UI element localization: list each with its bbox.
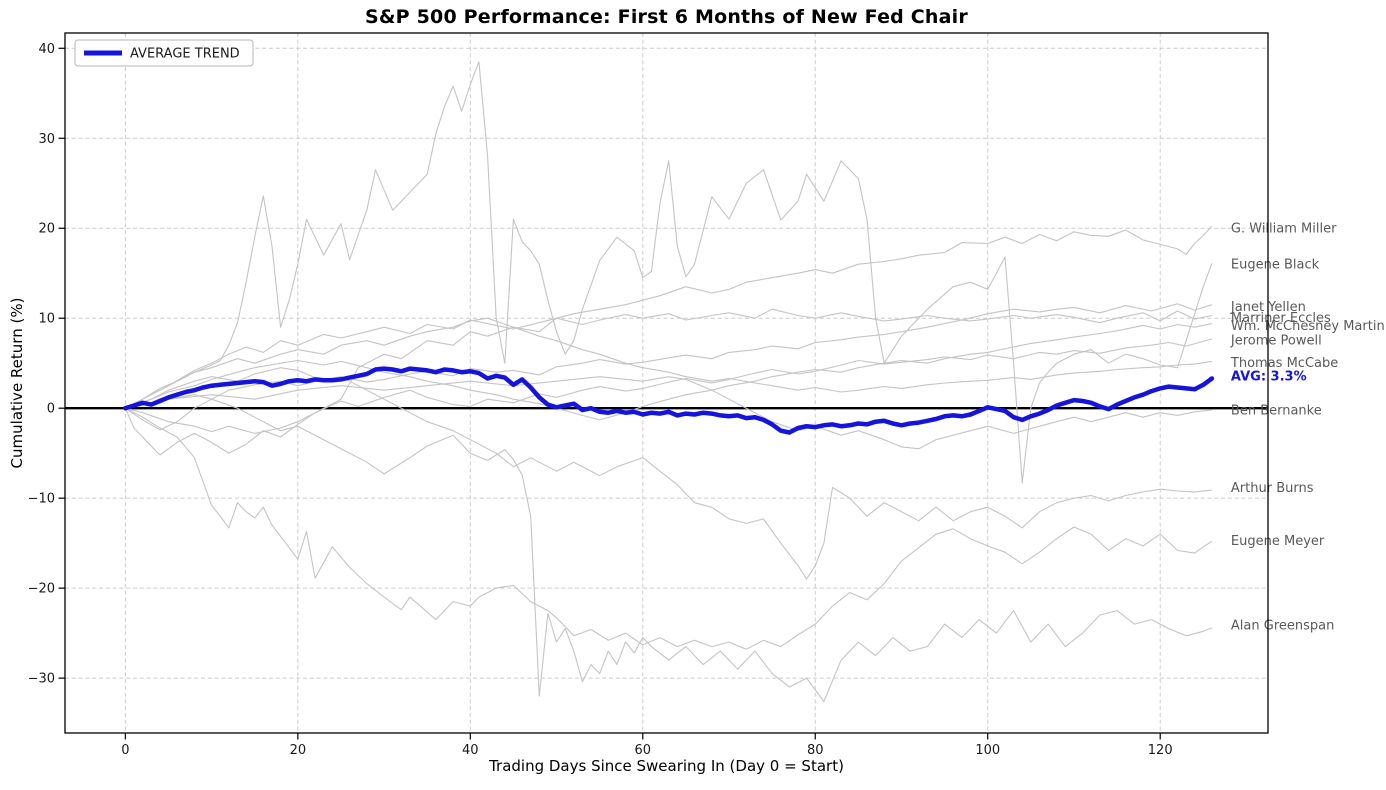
x-tick-label: 20 bbox=[290, 743, 307, 758]
plot-border bbox=[64, 32, 1269, 734]
series-line-g-william-miller bbox=[125, 226, 1213, 434]
series-end-label-eugene-black: Eugene Black bbox=[1231, 258, 1320, 273]
x-tick-label: 100 bbox=[975, 743, 1000, 758]
series-line-eugene-meyer bbox=[125, 407, 1213, 650]
series-end-label-marriner-eccles: Marriner Eccles bbox=[1231, 311, 1331, 326]
y-tick-label: −20 bbox=[28, 582, 55, 597]
series-end-label-eugene-meyer: Eugene Meyer bbox=[1231, 534, 1325, 549]
series-end-label-alan-greenspan: Alan Greenspan bbox=[1231, 619, 1334, 634]
y-tick-label: 20 bbox=[38, 222, 55, 237]
series-line-jerome-powell bbox=[124, 338, 1213, 456]
series-end-label-arthur-burns: Arthur Burns bbox=[1231, 481, 1314, 496]
x-tick-label: 0 bbox=[121, 743, 129, 758]
legend-label: AVERAGE TREND bbox=[130, 47, 240, 62]
y-tick-label: −30 bbox=[28, 672, 55, 687]
average-trend-line bbox=[123, 366, 1215, 435]
x-tick-label: 120 bbox=[1148, 743, 1173, 758]
x-tick-label: 80 bbox=[807, 743, 824, 758]
series-line-wm-mcchesney-martin bbox=[125, 323, 1213, 421]
series-line-thomas-mccabe bbox=[125, 317, 1212, 409]
x-tick-label: 40 bbox=[462, 743, 479, 758]
y-tick-label: 10 bbox=[38, 312, 55, 327]
series-end-label-wm-mcchesney-martin: Wm. McChesney Martin bbox=[1231, 319, 1385, 334]
y-tick-label: −10 bbox=[28, 492, 55, 507]
series-line-alan-greenspan bbox=[125, 394, 1213, 703]
series-line-eugene-black bbox=[125, 61, 1213, 484]
series-line-marriner-eccles bbox=[125, 308, 1213, 409]
y-tick-label: 30 bbox=[38, 132, 55, 147]
legend-box bbox=[74, 39, 254, 67]
x-tick-label: 60 bbox=[635, 743, 652, 758]
x-axis-label: Trading Days Since Swearing In (Day 0 = … bbox=[489, 757, 844, 775]
y-tick-label: 0 bbox=[47, 402, 55, 417]
y-tick-label: 40 bbox=[38, 42, 55, 57]
average-end-label: AVG: 3.3% bbox=[1231, 369, 1307, 384]
series-end-label-g-william-miller: G. William Miller bbox=[1231, 222, 1337, 237]
chart-title: S&P 500 Performance: First 6 Months of N… bbox=[365, 6, 968, 28]
series-end-label-jerome-powell: Jerome Powell bbox=[1230, 333, 1322, 348]
series-line-ben-bernanke bbox=[125, 376, 1212, 450]
series-end-label-ben-bernanke: Ben Bernanke bbox=[1231, 403, 1322, 418]
series-end-label-thomas-mccabe: Thomas McCabe bbox=[1230, 356, 1338, 371]
